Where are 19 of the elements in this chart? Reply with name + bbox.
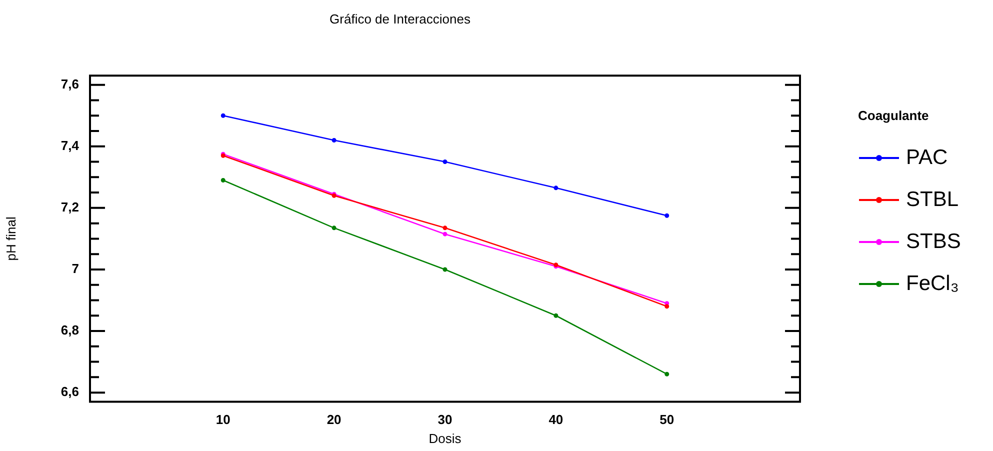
x-tick-label: 10 [216,412,230,428]
y-tick-label: 7,6 [60,76,79,92]
x-tick-label: 20 [326,412,342,428]
y-tick-label: 6,8 [60,322,79,338]
x-axis-title: Dosis [428,430,462,446]
y-tick-label: 7,2 [60,200,79,215]
y-tick-label: 7 [72,261,79,276]
x-tick-label: 30 [438,412,452,428]
legend-title: Coagulante [858,108,930,123]
x-tick-label: 40 [548,412,564,428]
x-tick-label: 50 [660,412,674,428]
legend-label: STBS [906,230,961,253]
chart-title: Gráfico de Interacciones [330,11,471,26]
y-axis-title: pH final [3,216,18,261]
y-tick-label: 7,4 [60,138,80,153]
legend-label: PAC [906,146,948,169]
legend-label: FeCl₃ [906,272,959,295]
legend-label: STBL [906,188,959,211]
y-tick-label: 6,6 [60,384,79,400]
